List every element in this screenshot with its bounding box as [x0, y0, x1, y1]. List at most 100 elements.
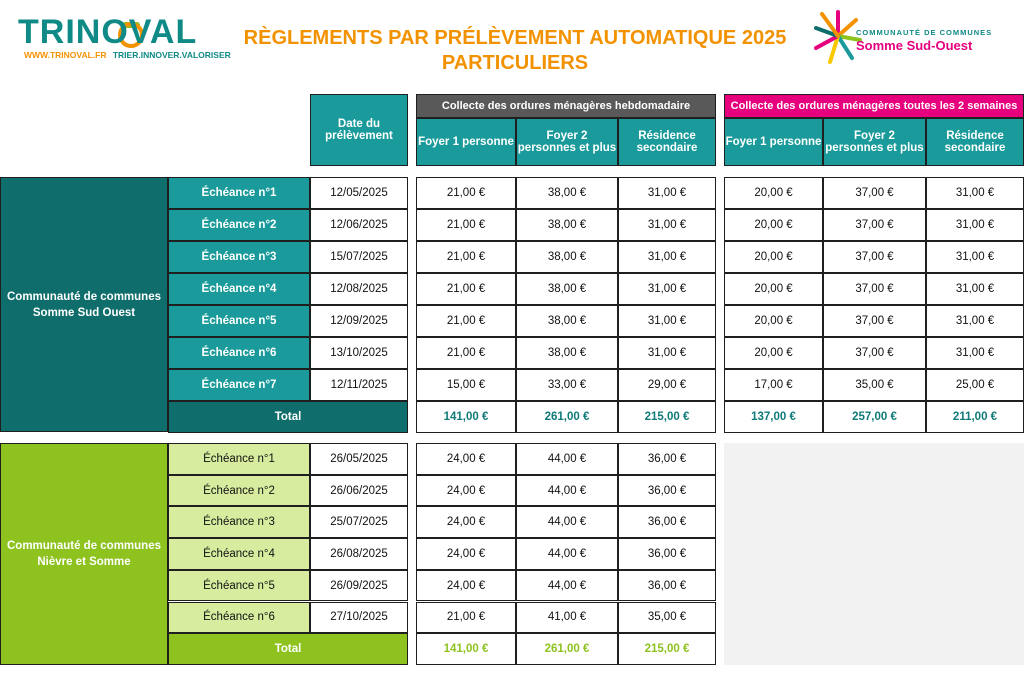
trinoval-url[interactable]: WWW.TRINOVAL.FR [24, 50, 107, 60]
weekly-col-1-header: Foyer 1 personne [416, 118, 516, 166]
weekly-amount: 31,00 € [618, 337, 716, 369]
biweekly-amount: 35,00 € [823, 369, 926, 401]
weekly-amount: 44,00 € [516, 506, 618, 539]
weekly-col-2-header: Foyer 2 personnes et plus [516, 118, 618, 166]
weekly-amount: 38,00 € [516, 241, 618, 273]
weekly-amount: 44,00 € [516, 569, 618, 602]
installment-date: 12/11/2025 [310, 369, 408, 401]
ccsso-logo: COMMUNAUTÉ DE COMMUNES Somme Sud-Ouest [812, 6, 1017, 70]
weekly-amount: 21,00 € [416, 601, 516, 634]
weekly-amount: 38,00 € [516, 273, 618, 305]
biweekly-amount: 20,00 € [724, 241, 823, 273]
weekly-amount: 15,00 € [416, 369, 516, 401]
trinoval-logo-graphic [118, 22, 144, 48]
weekly-total: 261,00 € [516, 401, 618, 433]
installment-date: 26/08/2025 [310, 538, 408, 570]
weekly-amount: 31,00 € [618, 177, 716, 209]
weekly-amount: 21,00 € [416, 177, 516, 209]
weekly-amount: 31,00 € [618, 209, 716, 241]
weekly-total: 215,00 € [618, 401, 716, 433]
biweekly-group-header: Collecte des ordures ménagères toutes le… [724, 94, 1024, 118]
biweekly-amount: 20,00 € [724, 273, 823, 305]
biweekly-amount: 31,00 € [926, 273, 1024, 305]
installment-date: 12/05/2025 [310, 177, 408, 209]
biweekly-amount: 20,00 € [724, 209, 823, 241]
sun-burst-icon [814, 10, 862, 64]
weekly-col-3-header: Résidence secondaire [618, 118, 716, 166]
weekly-amount: 21,00 € [416, 209, 516, 241]
installment-label: Échéance n°6 [168, 337, 310, 369]
biweekly-amount: 31,00 € [926, 305, 1024, 337]
biweekly-amount: 31,00 € [926, 241, 1024, 273]
weekly-amount: 38,00 € [516, 177, 618, 209]
biweekly-col-3-header: Résidence secondaire [926, 118, 1024, 166]
biweekly-amount: 31,00 € [926, 209, 1024, 241]
ccsso-logo-line2: Somme Sud-Ouest [856, 38, 973, 53]
trinoval-tagline: WWW.TRINOVAL.FR TRIER.INNOVER.VALORISER [24, 50, 231, 60]
weekly-amount: 24,00 € [416, 474, 516, 507]
total-label: Total [168, 401, 408, 433]
installment-label: Échéance n°5 [168, 569, 310, 602]
weekly-total: 261,00 € [516, 633, 618, 665]
biweekly-amount: 20,00 € [724, 337, 823, 369]
weekly-amount: 41,00 € [516, 601, 618, 634]
date-column-header: Date du prélèvement [310, 94, 408, 166]
trinoval-slogan: TRIER.INNOVER.VALORISER [112, 50, 231, 60]
weekly-amount: 36,00 € [618, 569, 716, 602]
section1-name: Communauté de communes Somme Sud Ouest [0, 177, 168, 432]
installment-date: 13/10/2025 [310, 337, 408, 369]
weekly-amount: 29,00 € [618, 369, 716, 401]
installment-label: Échéance n°7 [168, 369, 310, 401]
installment-label: Échéance n°2 [168, 474, 310, 507]
weekly-amount: 31,00 € [618, 273, 716, 305]
biweekly-col-1-header: Foyer 1 personne [724, 118, 823, 166]
biweekly-total: 211,00 € [926, 401, 1024, 433]
installment-date: 27/10/2025 [310, 601, 408, 634]
weekly-total: 141,00 € [416, 633, 516, 665]
biweekly-amount: 37,00 € [823, 177, 926, 209]
weekly-amount: 21,00 € [416, 273, 516, 305]
weekly-amount: 38,00 € [516, 337, 618, 369]
weekly-amount: 44,00 € [516, 474, 618, 507]
weekly-group-header: Collecte des ordures ménagères hebdomada… [416, 94, 716, 118]
weekly-amount: 44,00 € [516, 538, 618, 570]
weekly-amount: 24,00 € [416, 538, 516, 570]
weekly-amount: 38,00 € [516, 209, 618, 241]
biweekly-amount: 37,00 € [823, 273, 926, 305]
weekly-amount: 36,00 € [618, 506, 716, 539]
weekly-total: 215,00 € [618, 633, 716, 665]
installment-date: 26/09/2025 [310, 569, 408, 602]
section2-name: Communauté de communes Nièvre et Somme [0, 443, 168, 665]
installment-date: 12/06/2025 [310, 209, 408, 241]
ccsso-logo-line1: COMMUNAUTÉ DE COMMUNES [856, 28, 993, 37]
biweekly-amount: 37,00 € [823, 305, 926, 337]
biweekly-amount: 20,00 € [724, 305, 823, 337]
biweekly-amount: 17,00 € [724, 369, 823, 401]
installment-date: 25/07/2025 [310, 506, 408, 539]
weekly-amount: 24,00 € [416, 443, 516, 475]
installment-date: 15/07/2025 [310, 241, 408, 273]
weekly-amount: 21,00 € [416, 337, 516, 369]
page-title: RÈGLEMENTS PAR PRÉLÈVEMENT AUTOMATIQUE 2… [243, 27, 787, 49]
weekly-amount: 31,00 € [618, 241, 716, 273]
installment-label: Échéance n°1 [168, 177, 310, 209]
installment-date: 26/06/2025 [310, 474, 408, 507]
biweekly-amount: 31,00 € [926, 337, 1024, 369]
installment-label: Échéance n°4 [168, 273, 310, 305]
installment-label: Échéance n°5 [168, 305, 310, 337]
biweekly-amount: 20,00 € [724, 177, 823, 209]
weekly-amount: 44,00 € [516, 443, 618, 475]
biweekly-col-2-header: Foyer 2 personnes et plus [823, 118, 926, 166]
empty-panel [724, 443, 1024, 665]
biweekly-amount: 31,00 € [926, 177, 1024, 209]
installment-label: Échéance n°3 [168, 241, 310, 273]
total-label: Total [168, 633, 408, 665]
biweekly-amount: 37,00 € [823, 241, 926, 273]
installment-label: Échéance n°1 [168, 443, 310, 475]
installment-label: Échéance n°3 [168, 506, 310, 539]
weekly-amount: 36,00 € [618, 538, 716, 570]
biweekly-amount: 37,00 € [823, 337, 926, 369]
weekly-amount: 36,00 € [618, 443, 716, 475]
installment-label: Échéance n°4 [168, 538, 310, 570]
installment-label: Échéance n°6 [168, 601, 310, 634]
